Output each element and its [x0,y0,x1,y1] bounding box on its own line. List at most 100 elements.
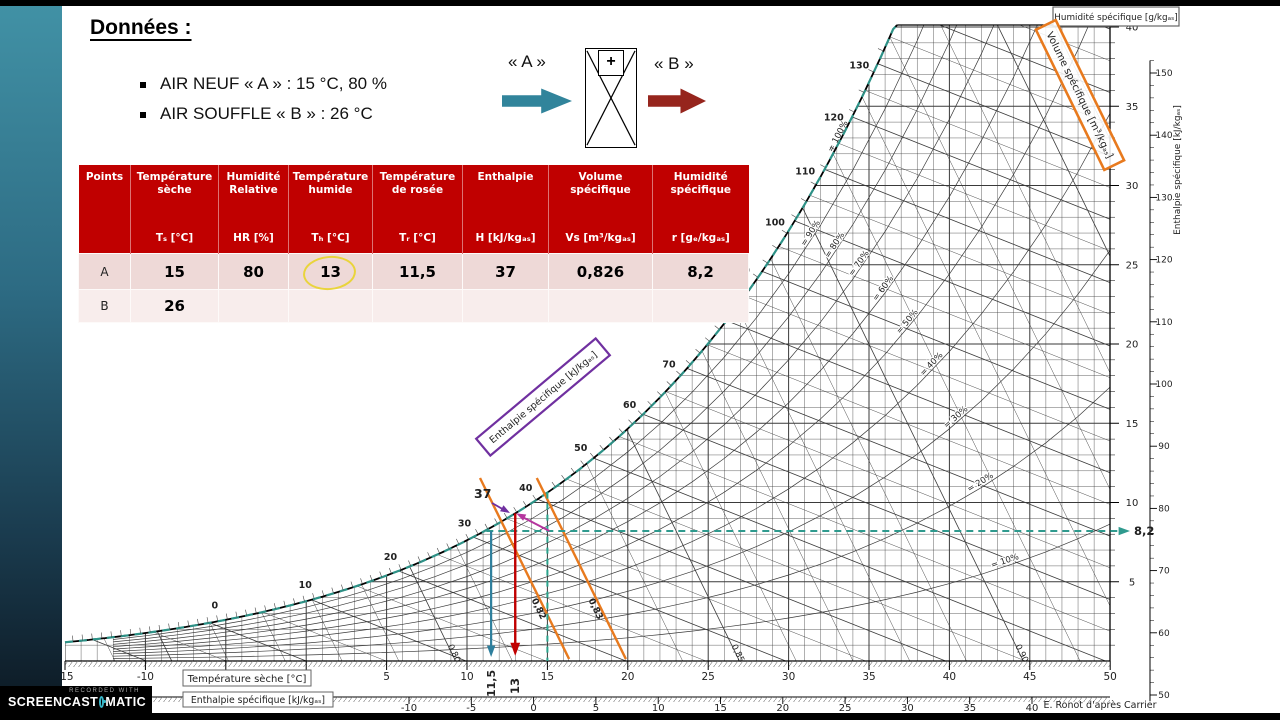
svg-text:20: 20 [384,552,398,563]
bullet-icon [140,112,146,118]
wet-bulb-a-label: 13 [508,678,522,694]
svg-text:130: 130 [849,60,869,71]
recorded-with-label: RECORDED WITH [69,688,140,694]
svg-text:35: 35 [963,703,976,714]
top-letterbox [0,0,1280,6]
column-header: Enthalpie H [kJ/kgₐₛ] [462,165,549,254]
mixing-box-diagram: « A » + « B » [500,44,730,156]
page-title: Données : [90,16,192,39]
svg-text:0: 0 [530,703,536,714]
points-table: Points Température sèche Tₛ [°C] Humidité… [78,165,749,323]
table-row: A 15 80 13 11,5 37 0,826 8,2 [78,253,749,290]
svg-text:40: 40 [519,483,533,494]
inlet-label: « A » [508,52,546,71]
svg-text:= 70%: = 70% [847,249,872,278]
svg-text:30: 30 [1126,181,1139,192]
left-accent-bar [0,6,62,713]
svg-text:50: 50 [574,443,588,454]
volume-axis-label: Volume spécifique [m³/kgₐₛ] [1034,18,1126,172]
svg-text:40: 40 [1126,23,1139,34]
svg-text:25: 25 [702,671,715,683]
svg-text:110: 110 [795,166,815,177]
svg-text:10: 10 [460,671,473,683]
svg-text:100: 100 [765,217,785,228]
value-cell [288,289,373,323]
value-cell: 15 [130,253,219,290]
enthalpy-a-label: 37 [474,486,491,501]
svg-text:= 60%: = 60% [871,274,896,303]
humidity-a-label: 8,2 [1134,524,1154,538]
svg-text:25: 25 [1126,260,1139,271]
svg-text:110: 110 [1155,318,1172,328]
svg-text:15: 15 [714,703,727,714]
svg-text:Volume spécifique [m³/kgₐₛ]: Volume spécifique [m³/kgₐₛ] [1044,30,1116,161]
bottom-letterbox [0,713,1280,720]
value-cell: 80 [218,253,289,290]
column-header: Volume spécifique Vs [m³/kgₐₛ] [548,165,653,254]
svg-text:35: 35 [1126,102,1139,113]
bullet-text: AIR NEUF « A » : 15 °C, 80 % [160,74,387,93]
humidity-axis-tick-labels: 5 10 15 20 25 30 35 40 [1110,23,1138,646]
coil-box: + [585,48,637,148]
svg-text:0: 0 [211,601,218,612]
saturation-curve-overlay [64,24,898,644]
screencast-watermark: RECORDED WITH SCREENCAST MATIC [0,686,152,720]
outlet-arrow-icon [648,88,706,114]
screencast-o-icon [99,696,107,708]
list-item: AIR NEUF « A » : 15 °C, 80 % [140,74,387,94]
bullet-icon [140,82,146,88]
svg-text:= 20%: = 20% [966,471,996,495]
svg-text:60: 60 [1158,629,1170,639]
svg-text:5: 5 [383,671,390,683]
enthalpy-axis-label-bottom: Enthalpie spécifique [kJ/kgₐₛ] [191,695,325,706]
svg-text:-10: -10 [401,703,417,714]
svg-text:= 80%: = 80% [823,231,847,260]
curve-hatch [72,48,884,642]
svg-text:Enthalpie spécifique [kJ/kgₐₛ]: Enthalpie spécifique [kJ/kgₐₛ] [488,349,600,446]
header-row: Points Température sèche Tₛ [°C] Humidité… [78,165,749,254]
rh-curve-labels: = 100%= 90% = 80%= 70%= 60%= 50%= 40%= 30… [798,118,1022,572]
svg-text:70: 70 [1158,567,1170,577]
svg-text:20: 20 [1126,340,1139,351]
dew-point-a-label: 11,5 [485,670,498,697]
svg-text:35: 35 [862,671,875,683]
svg-text:25: 25 [839,703,852,714]
svg-text:20: 20 [621,671,634,683]
value-cell [652,289,749,323]
column-header: Température humide Tₕ [°C] [288,165,373,254]
svg-text:30: 30 [901,703,914,714]
svg-text:5: 5 [593,703,599,714]
value-cell [462,289,549,323]
svg-text:-5: -5 [466,703,476,714]
svg-text:20: 20 [776,703,789,714]
svg-text:100: 100 [1155,380,1172,390]
column-header: Humidité Relative HR [%] [218,165,289,254]
plus-box: + [598,50,624,76]
svg-text:5: 5 [1129,577,1135,588]
svg-text:10: 10 [299,580,313,591]
column-header: Humidité spécifique r [gₑ/kgₐₛ] [652,165,749,254]
svg-text:40: 40 [1026,703,1039,714]
bullet-text: AIR SOUFFLE « B » : 26 °C [160,104,373,123]
value-cell: 0,826 [548,253,653,290]
value-cell [218,289,289,323]
right-enthalpy-tick-labels: 50 60 70 80 90 100 110 120 130 140 150 [1150,60,1173,701]
svg-text:= 50%: = 50% [895,308,921,337]
value-cell: 13 [288,253,373,290]
inlet-arrow-icon [502,88,572,114]
column-header: Température sèche Tₛ [°C] [130,165,219,254]
bottom-enthalpy-tick-labels: -10 -5 0 5 10 15 20 25 30 35 40 [401,697,1039,714]
dry-bulb-axis-label: Température sèche [°C] [187,673,307,685]
svg-text:120: 120 [824,113,844,124]
cross-icon [586,50,636,146]
credit-label: E. Ronot d'après Carrier [1043,700,1156,711]
enthalpy-axis-label-right: Enthalpie spécifique [kJ/kgₐₛ] [1172,105,1183,235]
value-cell [548,289,653,323]
svg-text:= 100%: = 100% [826,119,851,154]
column-header: Points [78,165,131,254]
value-cell: 11,5 [372,253,463,290]
svg-text:140: 140 [1155,131,1172,141]
svg-text:10: 10 [1126,498,1139,509]
column-header: Température de rosée Tᵣ [°C] [372,165,463,254]
